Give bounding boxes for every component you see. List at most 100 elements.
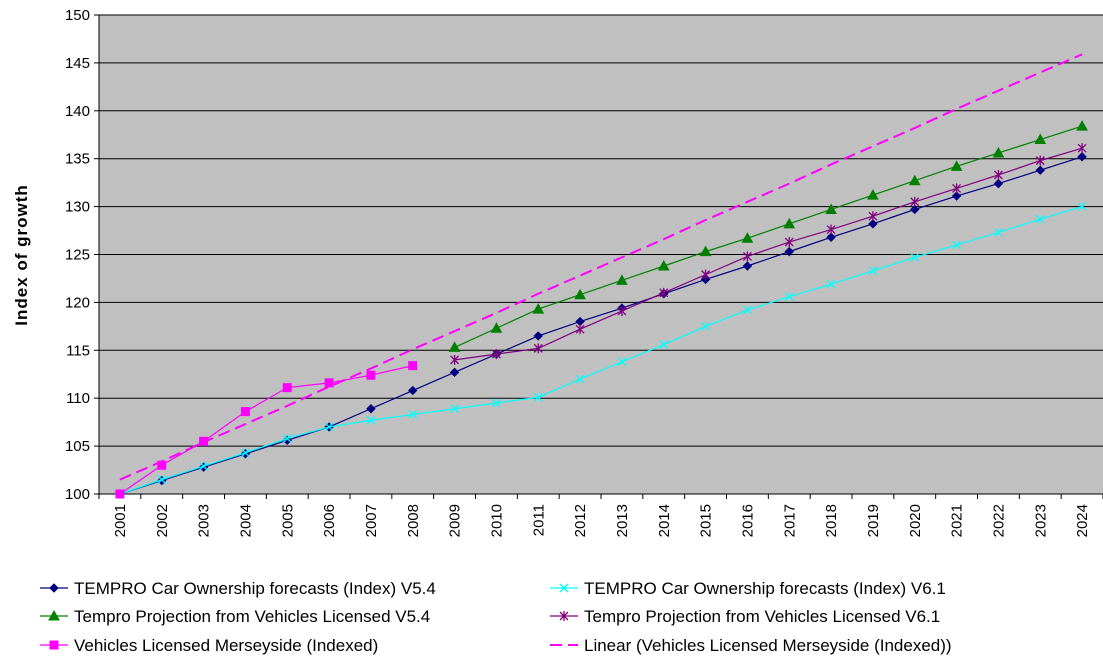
data-point xyxy=(1076,120,1088,131)
data-point xyxy=(1034,133,1047,145)
data-point-stroke xyxy=(533,392,543,402)
data-point xyxy=(699,245,712,257)
data-point-stroke xyxy=(910,252,920,262)
legend-label: Tempro Projection from Vehicles Licensed… xyxy=(74,607,430,626)
data-point xyxy=(701,321,711,331)
data-point xyxy=(115,489,125,499)
y-tick-label: 105 xyxy=(65,438,90,455)
data-point-stroke xyxy=(240,448,250,458)
x-tick-label: 2016 xyxy=(739,504,756,537)
data-point xyxy=(950,160,963,171)
data-point-stroke xyxy=(199,461,209,471)
data-point-stroke xyxy=(617,357,627,367)
data-point-stroke xyxy=(826,279,836,289)
x-tick-label: 2009 xyxy=(447,504,464,537)
data-point xyxy=(533,392,543,402)
data-point xyxy=(408,361,418,371)
data-point-stroke xyxy=(1077,202,1087,212)
gridlines xyxy=(99,14,1103,447)
data-point-stroke xyxy=(450,404,460,414)
series-5 xyxy=(115,361,418,499)
series-line xyxy=(454,147,1083,361)
series-6 xyxy=(119,53,1083,481)
x-tick-label: 2004 xyxy=(237,504,254,537)
data-point xyxy=(741,232,754,243)
data-point xyxy=(199,461,209,471)
legend-item: Vehicles Licensed Merseyside (Indexed) xyxy=(40,636,378,655)
data-point-stroke xyxy=(952,240,962,250)
data-point xyxy=(533,343,543,354)
series-line xyxy=(119,365,413,495)
y-tick-label: 140 xyxy=(65,103,90,120)
data-point xyxy=(908,174,921,186)
x-tick-label: 2019 xyxy=(865,504,882,537)
data-point xyxy=(1077,152,1087,162)
data-point xyxy=(951,191,962,201)
legend-item: Tempro Projection from Vehicles Licensed… xyxy=(40,607,430,626)
data-point xyxy=(448,341,461,352)
legend-item: TEMPRO Car Ownership forecasts (Index) V… xyxy=(550,579,946,598)
data-point xyxy=(1077,143,1087,154)
legend-label: TEMPRO Car Ownership forecasts (Index) V… xyxy=(74,579,436,598)
y-tick-label: 135 xyxy=(65,151,90,168)
legend: TEMPRO Car Ownership forecasts (Index) V… xyxy=(40,579,952,655)
data-point xyxy=(324,378,334,388)
data-point xyxy=(659,287,669,298)
data-point xyxy=(449,367,460,378)
y-tick-label: 150 xyxy=(65,7,90,24)
x-tick-label: 2001 xyxy=(112,504,129,537)
y-tick-label: 120 xyxy=(65,294,90,311)
data-point xyxy=(784,246,794,257)
data-point xyxy=(157,475,167,485)
x-tick-label: 2006 xyxy=(321,504,338,537)
data-point xyxy=(742,251,752,262)
x-tick-label: 2018 xyxy=(823,504,840,537)
x-tick-label: 2022 xyxy=(990,504,1007,537)
data-point xyxy=(574,288,586,300)
data-point xyxy=(617,357,627,367)
series-line xyxy=(454,125,1083,348)
data-point xyxy=(784,292,794,302)
y-tick-label: 110 xyxy=(66,390,90,407)
x-tick-label: 2011 xyxy=(530,504,547,536)
legend-marker-stroke xyxy=(559,583,569,593)
data-point xyxy=(450,404,460,414)
data-point xyxy=(1035,214,1045,224)
data-point xyxy=(993,178,1004,189)
data-point xyxy=(868,219,878,229)
data-point xyxy=(240,407,250,417)
legend-label: Tempro Projection from Vehicles Licensed… xyxy=(584,607,940,626)
legend-marker xyxy=(49,583,59,593)
data-point-stroke xyxy=(868,266,878,276)
data-point-stroke xyxy=(157,475,167,485)
data-point xyxy=(826,232,836,242)
data-point xyxy=(992,146,1005,158)
series-line xyxy=(119,53,1083,481)
data-point-stroke xyxy=(701,321,711,331)
x-tick-label: 2007 xyxy=(363,504,380,537)
legend-marker xyxy=(559,611,569,621)
data-point xyxy=(825,203,837,214)
data-point xyxy=(868,211,878,222)
data-point xyxy=(742,305,752,315)
data-point xyxy=(616,274,628,285)
x-tick-label: 2014 xyxy=(656,504,673,537)
x-tick-label: 2017 xyxy=(781,504,798,537)
data-point xyxy=(952,183,962,194)
data-point xyxy=(1035,155,1045,166)
data-point-stroke xyxy=(575,374,585,384)
x-tick-label: 2015 xyxy=(698,504,715,537)
data-point-stroke xyxy=(784,292,794,302)
data-point xyxy=(366,404,376,414)
data-point xyxy=(910,196,920,207)
x-tick-label: 2008 xyxy=(405,504,422,537)
data-point xyxy=(490,322,503,333)
x-tick-label: 2003 xyxy=(196,504,213,537)
data-point xyxy=(1077,202,1087,212)
data-point xyxy=(993,169,1003,180)
data-point xyxy=(701,269,711,280)
legend-item: Linear (Vehicles Licensed Merseyside (In… xyxy=(550,636,952,655)
data-point xyxy=(575,324,585,335)
data-point-stroke xyxy=(408,410,418,419)
